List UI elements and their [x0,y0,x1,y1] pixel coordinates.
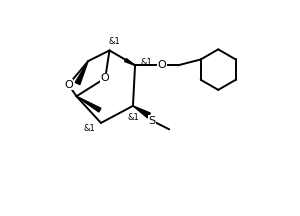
Text: O: O [101,73,110,83]
Text: &1: &1 [127,113,139,122]
Text: &1: &1 [141,58,153,67]
Text: O: O [158,60,166,70]
Polygon shape [75,61,88,85]
Polygon shape [76,96,101,112]
Text: S: S [148,116,156,126]
Text: &1: &1 [109,37,121,46]
Text: O: O [64,79,73,90]
Polygon shape [133,106,150,118]
Polygon shape [125,59,135,65]
Text: &1: &1 [83,124,95,133]
